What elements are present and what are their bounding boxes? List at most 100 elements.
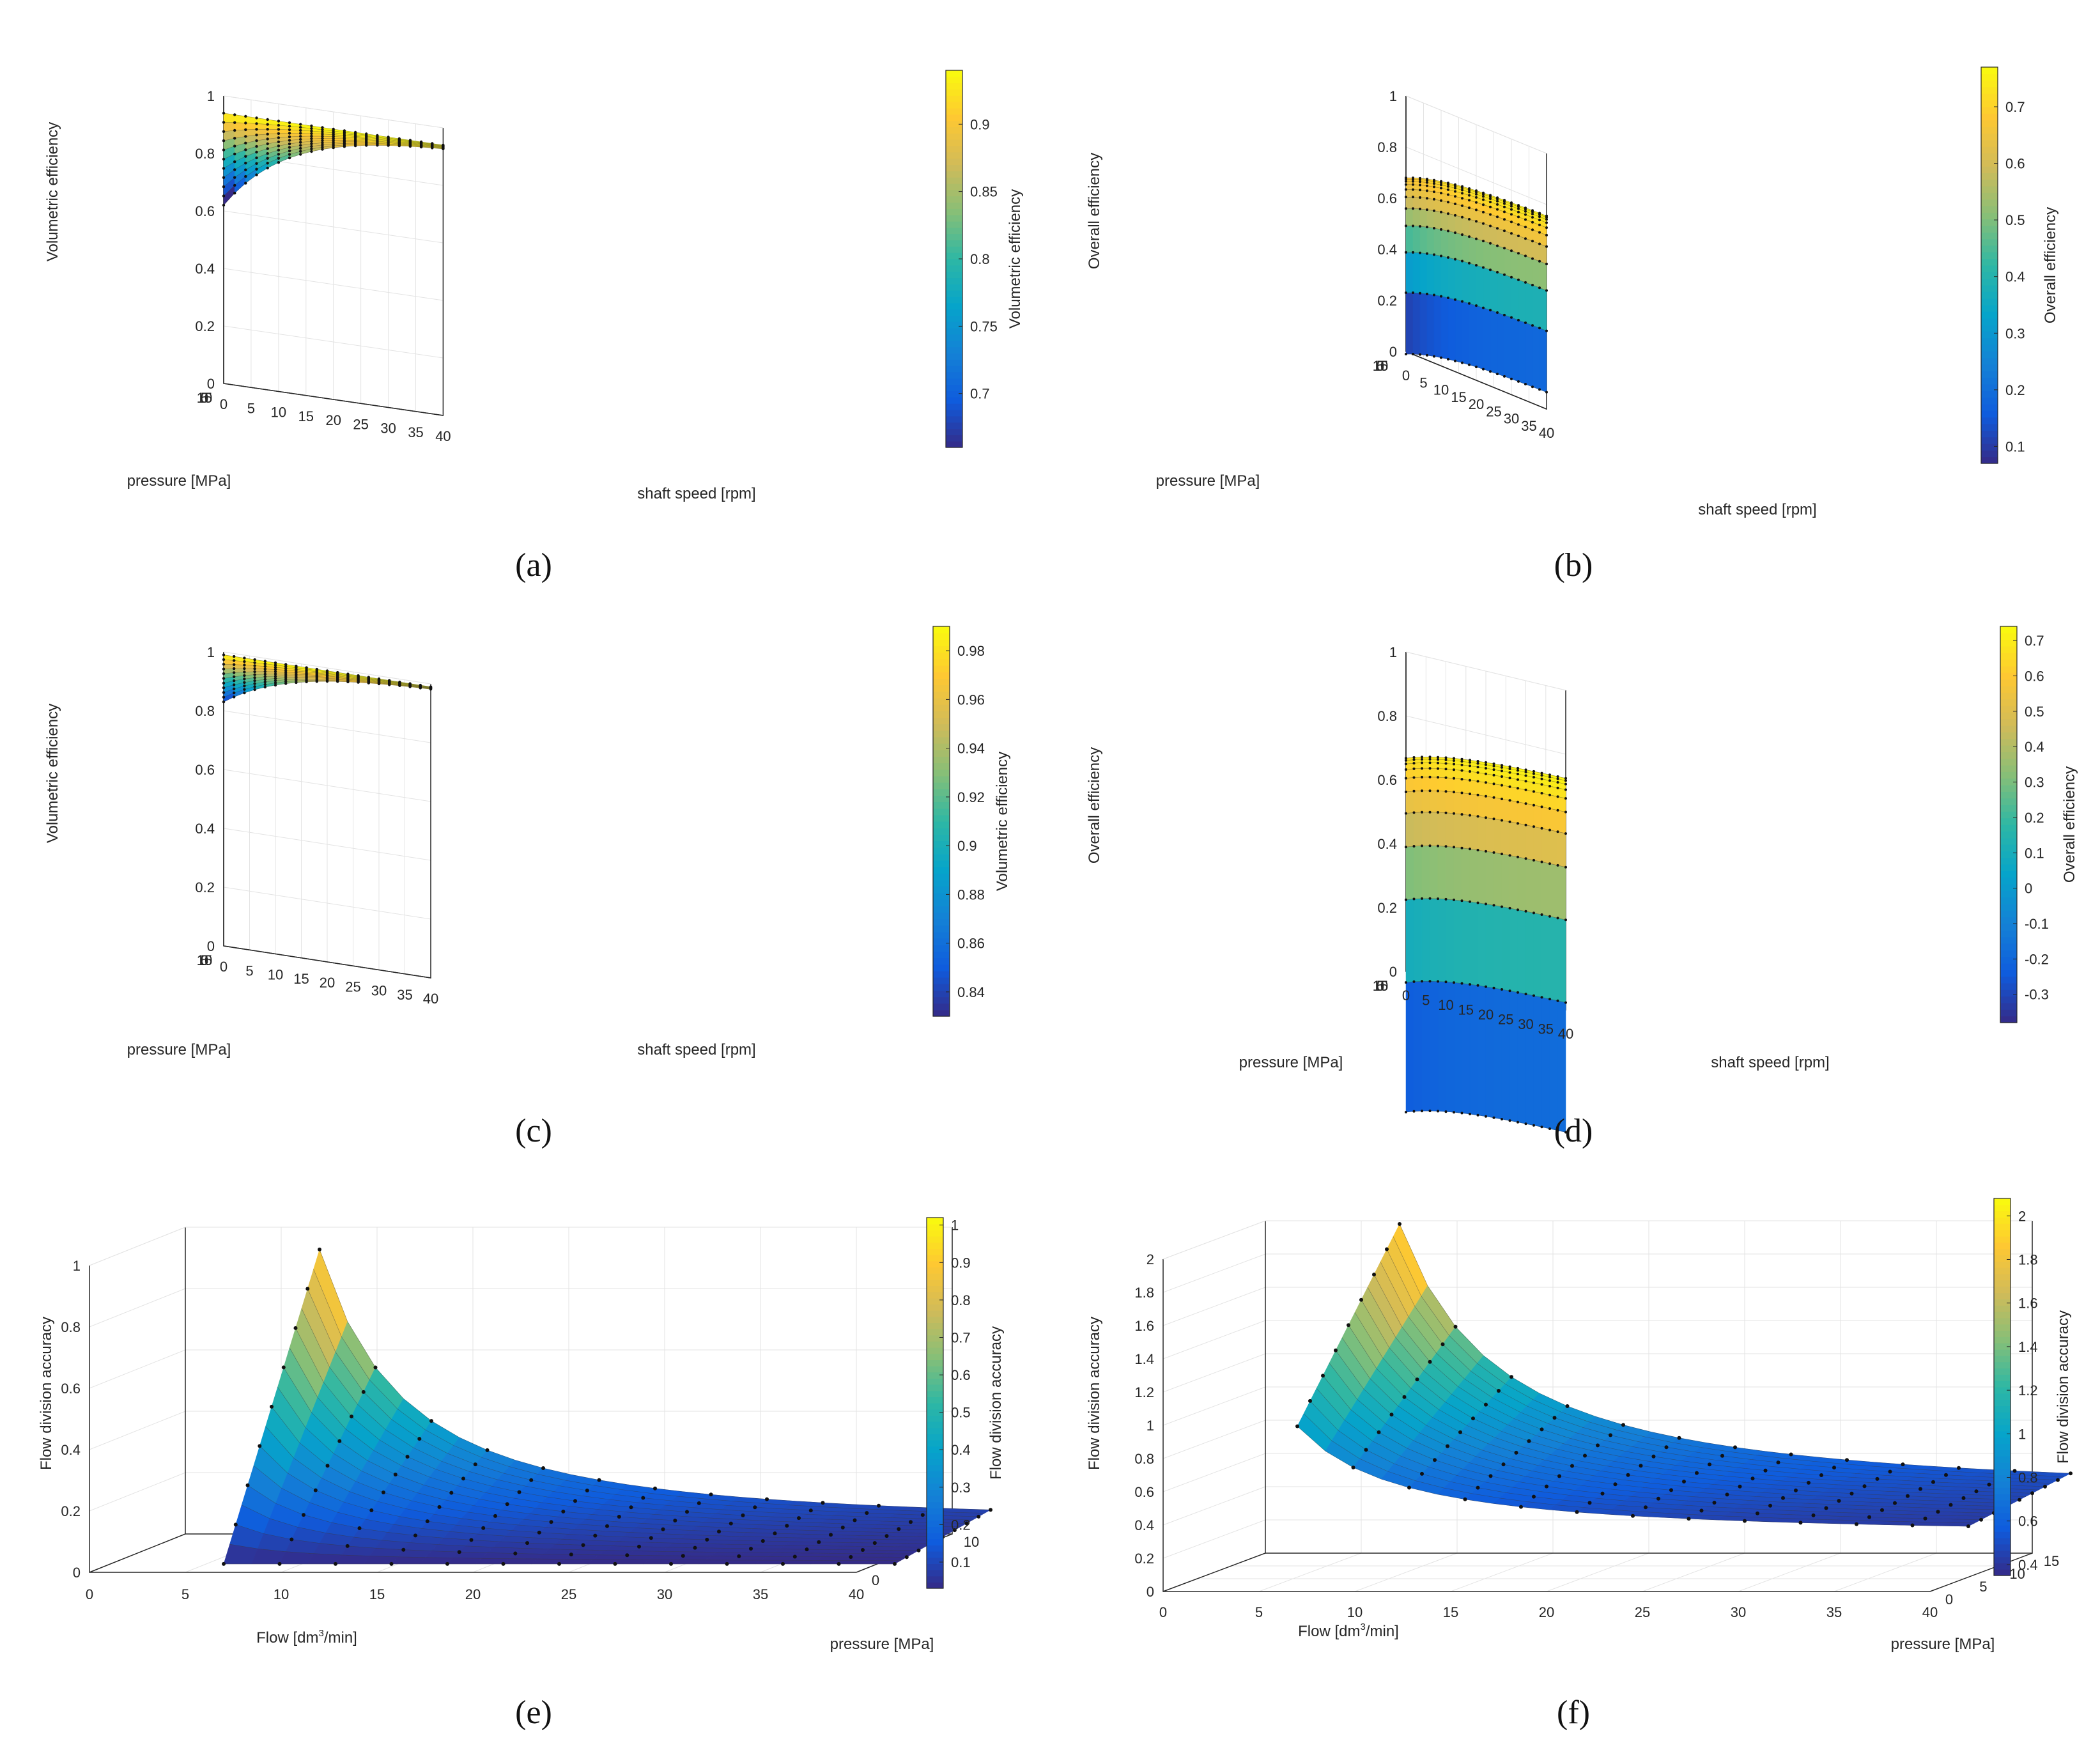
e-data-point	[821, 1501, 825, 1505]
b-colorbar-segment	[1981, 67, 1998, 74]
d-colorbar-segment	[2000, 706, 2017, 713]
f-ztick: 2	[1147, 1251, 1154, 1267]
d-surface-patch	[1478, 816, 1486, 852]
e-data-point	[569, 1553, 573, 1557]
e-data-point	[897, 1527, 901, 1531]
f-xtick: 35	[1826, 1604, 1842, 1620]
d-surface-patch	[1494, 797, 1502, 821]
b-data-point	[1440, 182, 1442, 184]
c-data-point	[305, 680, 308, 683]
c-data-point	[274, 670, 277, 674]
f-data-point	[1987, 1482, 1991, 1487]
f-ytick: 0	[1945, 1591, 1953, 1607]
d-data-point	[1540, 996, 1543, 999]
b-data-point	[1545, 289, 1548, 292]
chart-a: 0 0.2 0.4 0.6 0.8 1 0 5 10 15 20 25 30 35 40 15 10 5 0 Volu…	[26, 38, 1024, 524]
a-data-point	[353, 144, 357, 148]
d-data-point	[1444, 758, 1448, 761]
a-colorbar-segment	[946, 133, 962, 140]
c-data-point	[398, 684, 401, 687]
d-colorbar-segment	[2000, 791, 2017, 799]
b-data-point	[1524, 213, 1527, 216]
a-data-point	[222, 130, 226, 133]
f-colorbar-tick: 1.6	[2018, 1296, 2038, 1312]
a-data-point	[233, 113, 236, 116]
a-data-point	[222, 194, 226, 197]
e-data-point	[641, 1496, 645, 1500]
c-data-point	[263, 660, 266, 663]
c-colorbar-segment	[933, 691, 950, 699]
e-data-point	[485, 1448, 490, 1452]
a-data-point	[255, 122, 258, 125]
b-surface-patch	[1476, 265, 1484, 308]
f-data-point	[1789, 1452, 1793, 1457]
d-data-point	[1556, 863, 1559, 867]
e-colorbar-tick: 1	[951, 1218, 959, 1234]
d-surface-patch	[1541, 807, 1550, 830]
e-data-point	[849, 1555, 853, 1559]
d-data-point	[1485, 902, 1487, 906]
b-colorbar-segment	[1981, 351, 1998, 359]
c-colorbar-segment	[933, 672, 950, 679]
d-data-point	[1460, 1111, 1463, 1115]
a-colorbar-segment	[946, 227, 962, 235]
d-colorbar-segment	[2000, 857, 2017, 865]
f-data-point	[1695, 1471, 1699, 1475]
d-surface-patch	[1446, 791, 1455, 814]
a-colorbar-segment	[946, 384, 962, 392]
d-surface-patch	[1437, 791, 1446, 813]
a-data-point	[310, 132, 313, 136]
e-data-point	[893, 1561, 897, 1566]
d-colorbar-tick: 0.1	[2025, 845, 2044, 861]
c-colorbar-segment	[933, 652, 950, 660]
b-colorbar-segment	[1981, 305, 1998, 312]
d-surface-patch	[1469, 815, 1478, 851]
d-data-point	[1428, 755, 1432, 759]
b-colorbar-segment	[1981, 345, 1998, 352]
a-colorbar-segment	[946, 196, 962, 203]
d-surface-patch	[1525, 789, 1534, 806]
a-colorbar-segment	[946, 290, 962, 297]
a-data-point	[244, 162, 247, 165]
f-data-point	[1389, 1413, 1394, 1417]
a-colorbar-segment	[946, 114, 962, 121]
f-colorbar-segment	[1994, 1330, 2011, 1337]
d-data-point	[1421, 761, 1423, 764]
f-data-point	[1446, 1444, 1449, 1448]
a-data-point	[233, 137, 236, 140]
b-surface-patch	[1455, 259, 1463, 302]
f-data-point	[1756, 1511, 1759, 1515]
b-ylabel: pressure [MPa]	[1156, 472, 1260, 490]
c-data-point	[325, 679, 329, 683]
b-colorbar-segment	[1981, 450, 1998, 458]
c-data-point	[243, 663, 246, 667]
d-data-point	[1460, 757, 1463, 761]
a-data-point	[244, 148, 247, 151]
b-ytick: 15	[1373, 358, 1388, 374]
d-surface-patch	[1478, 902, 1486, 987]
a-data-point	[310, 127, 313, 130]
d-data-point	[1533, 781, 1535, 784]
d-data-point	[1508, 1119, 1511, 1122]
a-data-point	[288, 125, 291, 128]
f-data-point	[1295, 1424, 1299, 1429]
d-data-point	[1508, 768, 1511, 770]
d-surface-patch	[1509, 800, 1518, 824]
f-data-point	[1763, 1468, 1768, 1473]
e-data-point	[741, 1513, 745, 1517]
b-surface-patch	[1419, 197, 1428, 210]
e-data-point	[916, 1548, 921, 1553]
b-colorbar-segment	[1981, 291, 1998, 299]
d-data-point	[1405, 898, 1407, 901]
b-data-point	[1482, 368, 1485, 371]
d-data-point	[1517, 769, 1519, 772]
f-xgrid	[1834, 1221, 1937, 1592]
e-data-point	[245, 1483, 250, 1487]
b-colorbar-segment	[1981, 311, 1998, 319]
f-mesh-line	[1329, 1363, 2001, 1510]
d-data-point	[1556, 830, 1559, 833]
d-surface-patch	[1541, 914, 1550, 1000]
d-surface-patch	[1462, 900, 1471, 985]
f-colorbar-tick: 0.6	[2018, 1514, 2038, 1529]
c-colorbar-segment	[933, 860, 950, 867]
